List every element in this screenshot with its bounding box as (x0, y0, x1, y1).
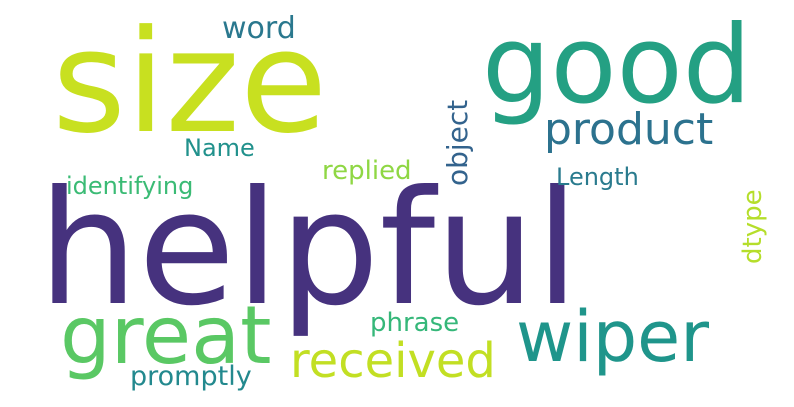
word-received: received (290, 333, 496, 389)
word-identifying: identifying (66, 172, 194, 200)
word-name: Name (184, 134, 255, 162)
word-length: Length (556, 163, 639, 191)
word-promptly: promptly (130, 361, 252, 392)
word-good: good (482, 3, 752, 128)
word-replied: replied (322, 156, 412, 186)
word-product: product (544, 104, 714, 155)
word-phrase: phrase (370, 308, 460, 338)
word-helpful: helpful (38, 157, 580, 341)
word-great: great (60, 289, 272, 382)
word-word: word (222, 11, 296, 46)
word-wiper: wiper (516, 296, 709, 378)
word-dtype: dtype (738, 189, 768, 264)
word-object: object (441, 99, 474, 186)
word-size: size (52, 0, 328, 165)
